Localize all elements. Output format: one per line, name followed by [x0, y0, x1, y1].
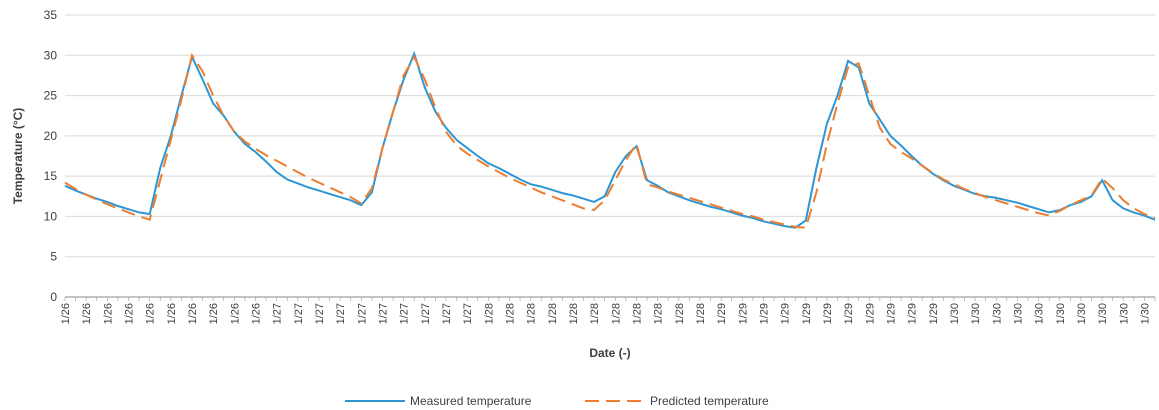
x-tick-label: 1/30	[1076, 303, 1088, 324]
x-tick-label: 1/27	[441, 303, 453, 324]
x-tick-label: 1/29	[928, 303, 940, 324]
x-tick-label: 1/26	[102, 303, 114, 324]
x-axis-title: Date (-)	[589, 346, 630, 360]
series-line	[64, 50, 1156, 229]
y-tick-label: 30	[44, 48, 58, 62]
x-tick-label: 1/30	[1097, 303, 1109, 324]
x-tick-label: 1/29	[843, 303, 855, 324]
x-tick-label: 1/29	[907, 303, 919, 324]
x-tick-label: 1/29	[780, 303, 792, 324]
x-tick-label: 1/28	[483, 303, 495, 324]
x-tick-label: 1/26	[123, 303, 135, 324]
x-tick-label: 1/27	[293, 303, 305, 324]
x-tick-label: 1/27	[377, 303, 389, 324]
x-tick-label: 1/28	[695, 303, 707, 324]
x-tick-label: 1/30	[1055, 303, 1067, 324]
x-tick-label: 1/29	[885, 303, 897, 324]
x-tick-label: 1/28	[568, 303, 580, 324]
x-tick-label: 1/29	[737, 303, 749, 324]
x-tick-label: 1/28	[631, 303, 643, 324]
y-tick-label: 20	[44, 129, 58, 143]
x-tick-label: 1/26	[145, 303, 157, 324]
x-tick-label: 1/30	[1139, 303, 1151, 324]
y-tick-label: 25	[44, 89, 58, 103]
y-tick-label: 0	[50, 290, 57, 304]
x-tick-label: 1/26	[208, 303, 220, 324]
x-tick-label: 1/27	[272, 303, 284, 324]
x-tick-label: 1/28	[674, 303, 686, 324]
x-tick-label: 1/30	[949, 303, 961, 324]
x-tick-label: 1/27	[420, 303, 432, 324]
x-tick-label: 1/26	[60, 303, 72, 324]
x-tick-label: 1/28	[653, 303, 665, 324]
x-tick-label: 1/28	[589, 303, 601, 324]
x-tick-label: 1/30	[970, 303, 982, 324]
x-tick-label: 1/30	[1118, 303, 1130, 324]
y-tick-label: 15	[44, 169, 58, 183]
x-tick-label: 1/26	[250, 303, 262, 324]
x-tick-label: 1/28	[504, 303, 516, 324]
y-tick-label: 35	[44, 8, 58, 22]
x-tick-label: 1/30	[991, 303, 1003, 324]
x-tick-label: 1/26	[229, 303, 241, 324]
x-tick-label: 1/29	[716, 303, 728, 324]
x-tick-label: 1/28	[526, 303, 538, 324]
x-tick-label: 1/26	[166, 303, 178, 324]
legend-label: Predicted temperature	[650, 394, 769, 408]
x-tick-label: 1/27	[399, 303, 411, 324]
x-tick-label: 1/28	[547, 303, 559, 324]
x-tick-label: 1/26	[187, 303, 199, 324]
series-line	[64, 52, 1156, 229]
y-tick-label: 10	[44, 209, 58, 223]
x-tick-label: 1/29	[801, 303, 813, 324]
x-tick-label: 1/28	[610, 303, 622, 324]
x-tick-label: 1/27	[314, 303, 326, 324]
legend-label: Measured temperature	[410, 394, 532, 408]
x-tick-label: 1/27	[462, 303, 474, 324]
x-tick-label: 1/26	[81, 303, 93, 324]
x-tick-label: 1/29	[758, 303, 770, 324]
x-tick-label: 1/30	[1012, 303, 1024, 324]
x-tick-label: 1/29	[822, 303, 834, 324]
y-tick-label: 5	[50, 250, 57, 264]
x-tick-label: 1/30	[1034, 303, 1046, 324]
x-tick-label: 1/29	[864, 303, 876, 324]
y-axis-title: Temperature (°C)	[11, 108, 25, 205]
x-tick-label: 1/27	[335, 303, 347, 324]
x-tick-label: 1/27	[356, 303, 368, 324]
